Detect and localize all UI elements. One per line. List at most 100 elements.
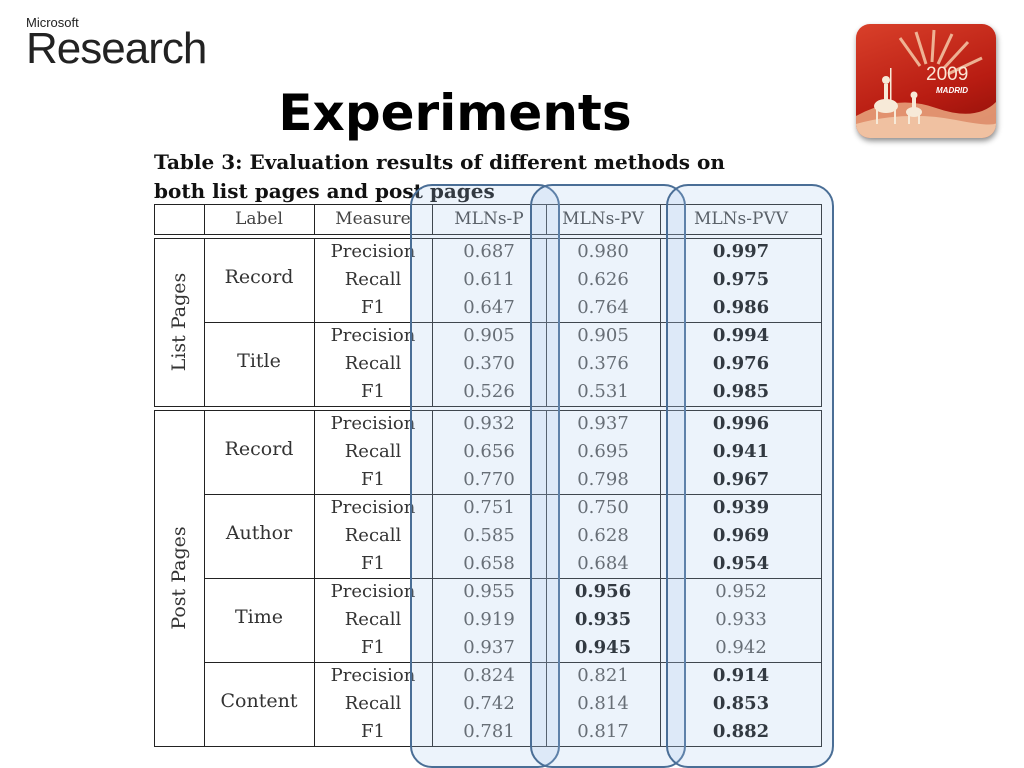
- value-cell-pvv: 0.986: [712, 297, 770, 318]
- header-cell: MLNs-PV: [562, 209, 644, 229]
- value-cell-pvv: 0.853: [712, 693, 770, 714]
- table-row: Precision 0.824 0.821 0.914: [154, 662, 822, 690]
- table-caption: Table 3: Evaluation results of different…: [154, 148, 814, 206]
- header-column-rule: [204, 204, 205, 234]
- value-cell-pvv: 0.939: [712, 497, 770, 518]
- header-column-rule: [154, 204, 155, 234]
- label-separator-rule: [204, 578, 822, 579]
- value-cell-pv: 0.817: [577, 721, 629, 742]
- measure-cell: Recall: [344, 441, 402, 462]
- value-cell-pv: 0.905: [577, 325, 629, 346]
- value-cell-p: 0.585: [463, 525, 515, 546]
- value-cell-p: 0.370: [463, 353, 515, 374]
- caption-line-2: both list pages and post pages: [154, 179, 495, 203]
- value-cell-p: 0.526: [463, 381, 515, 402]
- highlight-mlns-p-column: [410, 184, 560, 768]
- value-cell-pvv: 0.941: [712, 441, 770, 462]
- measure-cell: F1: [361, 381, 385, 402]
- measure-cell: F1: [361, 469, 385, 490]
- value-cell-pv: 0.945: [574, 637, 632, 658]
- group-column-rule: [204, 410, 205, 746]
- badge-city: MADRID: [936, 86, 968, 95]
- group-column-rule: [314, 410, 315, 746]
- group-column-rule: [432, 238, 433, 406]
- group-column-rule: [204, 238, 205, 406]
- logo-company: Microsoft: [26, 15, 79, 30]
- measure-cell: F1: [361, 553, 385, 574]
- highlight-mlns-pv-column: [530, 184, 686, 768]
- value-cell-pv: 0.684: [577, 553, 629, 574]
- value-cell-pv: 0.814: [577, 693, 629, 714]
- measure-cell: Precision: [330, 497, 416, 518]
- label-cell: Title: [237, 350, 281, 372]
- group-bottom-rule: [154, 746, 822, 747]
- value-cell-p: 0.824: [463, 665, 515, 686]
- measure-cell: F1: [361, 297, 385, 318]
- table-row: Recall 0.611 0.626 0.975: [154, 266, 822, 294]
- value-cell-pv: 0.376: [577, 353, 629, 374]
- value-cell-pv: 0.956: [574, 581, 632, 602]
- value-cell-pvv: 0.933: [715, 609, 767, 630]
- value-cell-pv: 0.937: [577, 413, 629, 434]
- group-column-rule: [546, 238, 547, 406]
- value-cell-pv: 0.980: [577, 241, 629, 262]
- value-cell-p: 0.687: [463, 241, 515, 262]
- label-cell: Record: [224, 266, 294, 288]
- table-header-rule: [154, 234, 822, 235]
- measure-cell: Recall: [344, 525, 402, 546]
- header-cell: Measure: [335, 209, 411, 229]
- measure-cell: Precision: [330, 581, 416, 602]
- value-cell-pvv: 0.914: [712, 665, 770, 686]
- value-cell-pvv: 0.975: [712, 269, 770, 290]
- table-top-rule: [154, 204, 822, 205]
- value-cell-pvv: 0.994: [712, 325, 770, 346]
- measure-cell: Recall: [344, 353, 402, 374]
- group-column-rule: [432, 410, 433, 746]
- value-cell-pvv: 0.882: [712, 721, 770, 742]
- header-column-rule: [314, 204, 315, 234]
- table-row: Recall 0.585 0.628 0.969: [154, 522, 822, 550]
- value-cell-p: 0.742: [463, 693, 515, 714]
- slide-title: Experiments: [278, 84, 632, 142]
- value-cell-pvv: 0.985: [712, 381, 770, 402]
- value-cell-p: 0.781: [463, 721, 515, 742]
- label-cell: Author: [225, 522, 293, 544]
- table-row: Precision 0.687 0.980 0.997: [154, 238, 822, 266]
- group-column-rule: [314, 238, 315, 406]
- value-cell-pvv: 0.942: [715, 637, 767, 658]
- group-column-rule: [821, 238, 822, 406]
- group-column-rule: [821, 410, 822, 746]
- value-cell-pv: 0.628: [577, 525, 629, 546]
- group-bottom-rule: [154, 406, 822, 407]
- table-row: Precision 0.955 0.956 0.952: [154, 578, 822, 606]
- table-row: Recall 0.656 0.695 0.941: [154, 438, 822, 466]
- header-column-rule: [546, 204, 547, 234]
- value-cell-pvv: 0.952: [715, 581, 767, 602]
- value-cell-pv: 0.764: [577, 297, 629, 318]
- header-cell: MLNs-PVV: [693, 209, 789, 229]
- table-row: F1 0.937 0.945 0.942: [154, 634, 822, 662]
- value-cell-pv: 0.821: [577, 665, 629, 686]
- label-separator-rule: [204, 662, 822, 663]
- value-cell-pv: 0.798: [577, 469, 629, 490]
- table-row: Recall 0.742 0.814 0.853: [154, 690, 822, 718]
- table-row: F1 0.647 0.764 0.986: [154, 294, 822, 322]
- table-row: Precision 0.905 0.905 0.994: [154, 322, 822, 350]
- measure-cell: F1: [361, 721, 385, 742]
- value-cell-pvv: 0.996: [712, 413, 770, 434]
- value-cell-pvv: 0.967: [712, 469, 770, 490]
- measure-cell: Recall: [344, 693, 402, 714]
- table-row: F1 0.526 0.531 0.985: [154, 378, 822, 406]
- header-column-rule: [660, 204, 661, 234]
- value-cell-pv: 0.750: [577, 497, 629, 518]
- group-top-rule: [154, 410, 822, 411]
- label-separator-rule: [204, 494, 822, 495]
- value-cell-pvv: 0.969: [712, 525, 770, 546]
- label-cell: Content: [220, 690, 298, 712]
- label-cell: Record: [224, 438, 294, 460]
- value-cell-pv: 0.531: [577, 381, 629, 402]
- microsoft-research-logo: Microsoft Research: [26, 15, 207, 71]
- header-cell: MLNs-P: [454, 209, 524, 229]
- header-cell: Label: [235, 209, 283, 229]
- value-cell-p: 0.955: [463, 581, 515, 602]
